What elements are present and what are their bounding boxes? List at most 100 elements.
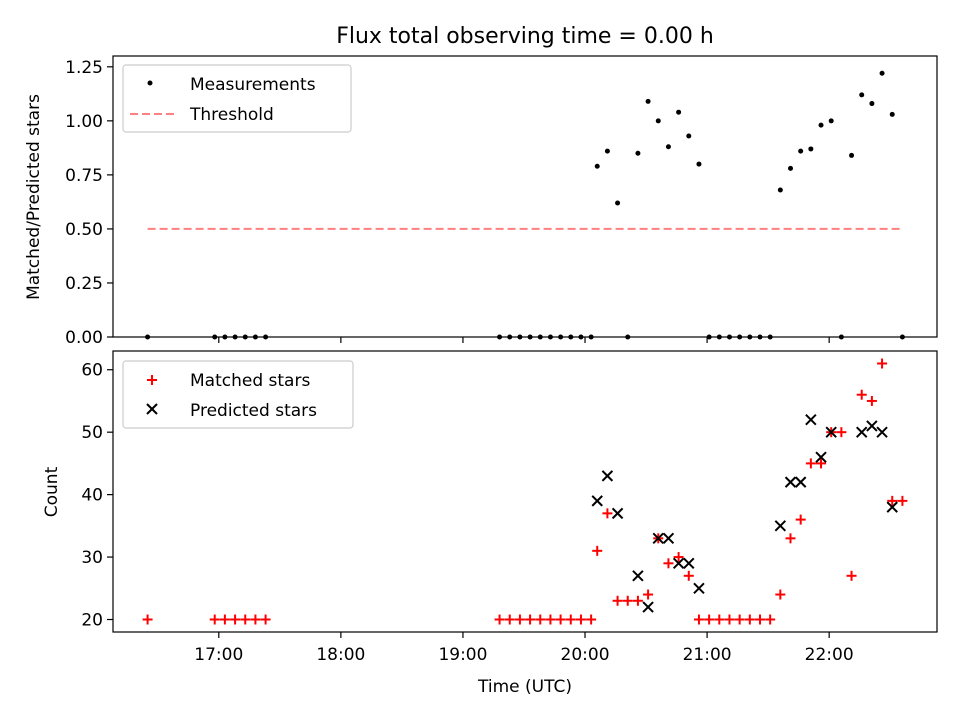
predicted-stars-point [886, 501, 898, 513]
measurement-point [808, 146, 814, 152]
count-legend-box [122, 360, 354, 429]
predicted-stars-point [876, 426, 888, 438]
matched-stars-point [673, 552, 684, 563]
matched-stars-point [632, 595, 643, 606]
predicted-stars-point [601, 470, 614, 482]
matched-stars-point [230, 614, 241, 625]
matched-stars-point [846, 570, 857, 581]
flux-panel: Flux total observing time = 0.00 h 0.00 0… [24, 24, 938, 348]
legend-measurements-marker [147, 80, 153, 86]
matched-stars-point [724, 614, 735, 625]
matched-stars-point [260, 614, 271, 625]
x-tick-label: 21:00 [683, 645, 732, 665]
legend-predicted-label: Predicted stars [190, 401, 317, 421]
measurement-point [777, 187, 783, 193]
predicted-stars-point [591, 495, 603, 507]
y-tick-label: 60 [81, 361, 103, 381]
x-tick-label: 22:00 [805, 645, 854, 665]
matched-stars-point [622, 595, 633, 606]
predicted-stars-point [693, 582, 705, 594]
predicted-stars-point [611, 507, 624, 520]
matched-stars-point [877, 358, 888, 369]
measurement-point [594, 163, 600, 169]
matched-stars-point [754, 614, 765, 625]
predicted-stars-point [632, 570, 644, 582]
measurement-point [676, 109, 682, 115]
matched-stars-point [592, 545, 603, 556]
legend-measurements-label: Measurements [190, 75, 316, 95]
matched-stars-point [535, 614, 546, 625]
matched-stars-point [209, 614, 220, 625]
matched-stars-point [795, 514, 806, 525]
y-tick-label: 0.25 [65, 274, 103, 294]
predicted-stars-point [662, 532, 675, 545]
predicted-stars-point [866, 420, 878, 432]
measurement-point [859, 92, 865, 98]
matched-stars-point [565, 614, 576, 625]
measurement-point [869, 101, 875, 107]
matched-stars-point [704, 614, 715, 625]
predicted-stars-point [784, 476, 797, 488]
x-tick-label: 19:00 [438, 645, 487, 665]
matched-stars-point [714, 614, 725, 625]
predicted-stars-point [794, 476, 807, 488]
matched-stars-point [602, 508, 613, 519]
measurement-point [818, 122, 824, 128]
flux-legend-box [122, 64, 352, 133]
count-panel-y-label: Count [42, 466, 62, 517]
predicted-stars-point [652, 532, 664, 545]
count-panel-frame [112, 350, 938, 633]
matched-stars-point [142, 614, 153, 625]
matched-stars-point [816, 458, 827, 469]
matched-stars-point [545, 614, 556, 625]
matched-stars-point [693, 614, 704, 625]
matched-stars-point [744, 614, 755, 625]
measurement-point [696, 161, 702, 167]
matched-stars-point [856, 389, 867, 400]
predicted-stars-point [856, 426, 868, 438]
matched-stars-point [525, 614, 536, 625]
flux-panel-legend: Measurements Threshold [122, 64, 352, 133]
matched-stars-point [765, 614, 776, 625]
matched-stars-point [836, 427, 847, 438]
matched-stars-point [775, 589, 786, 600]
matched-stars-point [514, 614, 525, 625]
measurement-point [879, 70, 885, 76]
flux-panel-title: Flux total observing time = 0.00 h [336, 24, 714, 49]
count-panel: 20 30 40 50 60 17:00 18:00 19:00 20:00 21:00 22:0… [42, 350, 938, 697]
flux-panel-y-ticks: 0.00 0.25 0.50 0.75 1.00 1.25 [65, 58, 113, 348]
matched-stars-point [250, 614, 261, 625]
y-tick-label: 20 [81, 611, 103, 631]
measurement-point [798, 148, 804, 154]
measurement-point [788, 165, 794, 171]
y-tick-label: 50 [81, 423, 103, 443]
matched-stars-point [494, 614, 505, 625]
matched-stars-point [734, 614, 745, 625]
matched-stars-point [683, 570, 694, 581]
measurement-point [615, 200, 621, 206]
y-tick-label: 1.25 [65, 58, 103, 78]
predicted-stars-point [774, 520, 787, 532]
y-tick-label: 0.50 [65, 220, 103, 240]
measurement-point [849, 152, 855, 158]
measurement-point [635, 150, 641, 156]
legend-matched-label: Matched stars [190, 371, 310, 391]
count-panel-x-label: Time (UTC) [477, 677, 572, 697]
predicted-stars-point [825, 426, 837, 438]
matched-stars-point [785, 533, 796, 544]
x-tick-label: 20:00 [561, 645, 610, 665]
matched-stars-point [887, 495, 898, 506]
measurement-point [665, 144, 671, 150]
matched-stars-point [240, 614, 251, 625]
predicted-stars-point [672, 557, 685, 570]
y-tick-label: 0.00 [65, 328, 103, 348]
count-panel-y-ticks: 20 30 40 50 60 [81, 361, 113, 631]
count-panel-x-ticks: 17:00 18:00 19:00 20:00 21:00 22:00 [194, 632, 854, 665]
legend-predicted-marker [146, 403, 158, 415]
measurement-point [828, 118, 834, 124]
y-tick-label: 1.00 [65, 112, 103, 132]
predicted-stars-point [683, 557, 695, 570]
matched-stars-point [586, 614, 597, 625]
matched-stars-point [643, 589, 654, 600]
